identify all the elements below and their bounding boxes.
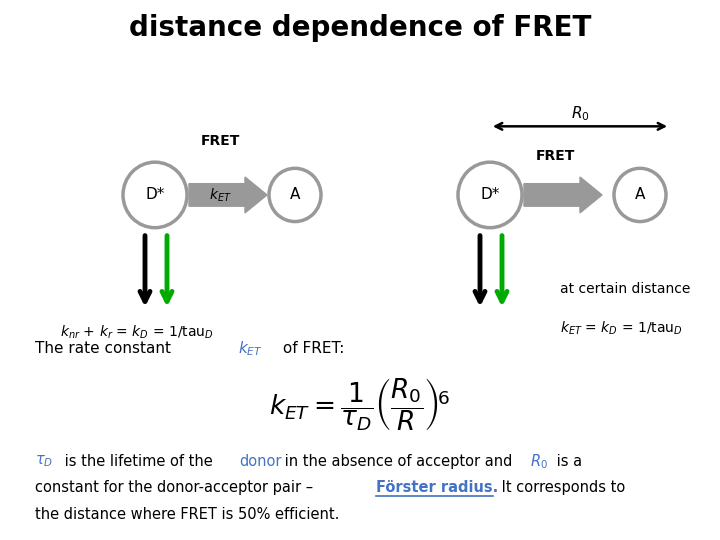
Text: $k_{ET} = \dfrac{1}{\tau_D}\left(\dfrac{R_0}{R}\right)^{\!6}$: $k_{ET} = \dfrac{1}{\tau_D}\left(\dfrac{…	[269, 376, 451, 433]
FancyArrow shape	[189, 177, 267, 213]
Text: $k_{ET}$: $k_{ET}$	[209, 186, 231, 204]
Text: is a: is a	[552, 454, 582, 469]
Text: $\tau_D$: $\tau_D$	[35, 453, 53, 469]
FancyArrow shape	[524, 177, 602, 213]
Text: $k_{nr}$ + $k_r$ = $k_D$ = 1/tau$_D$: $k_{nr}$ + $k_r$ = $k_D$ = 1/tau$_D$	[60, 323, 214, 341]
Text: $k_{ET}$ = $k_D$ = 1/tau$_D$: $k_{ET}$ = $k_D$ = 1/tau$_D$	[560, 319, 683, 337]
Text: distance dependence of FRET: distance dependence of FRET	[129, 15, 591, 42]
Text: $R_0$: $R_0$	[571, 105, 590, 124]
Text: It corresponds to: It corresponds to	[497, 480, 625, 495]
Text: D*: D*	[145, 187, 165, 202]
Text: A: A	[635, 187, 645, 202]
Text: in the absence of acceptor and: in the absence of acceptor and	[280, 454, 517, 469]
Text: is the lifetime of the: is the lifetime of the	[60, 454, 217, 469]
Text: $R_0$: $R_0$	[530, 452, 548, 470]
Text: FRET: FRET	[535, 149, 575, 163]
Text: The rate constant: The rate constant	[35, 341, 176, 356]
Text: donor: donor	[239, 454, 282, 469]
Text: the distance where FRET is 50% efficient.: the distance where FRET is 50% efficient…	[35, 507, 339, 522]
Text: at certain distance: at certain distance	[560, 282, 690, 296]
Text: D*: D*	[480, 187, 500, 202]
Text: A: A	[290, 187, 300, 202]
Text: $k_{ET}$: $k_{ET}$	[238, 339, 263, 358]
Text: FRET: FRET	[200, 134, 240, 147]
Text: constant for the donor-acceptor pair –: constant for the donor-acceptor pair –	[35, 480, 318, 495]
Text: Förster radius.: Förster radius.	[376, 480, 498, 495]
Text: of FRET:: of FRET:	[278, 341, 344, 356]
